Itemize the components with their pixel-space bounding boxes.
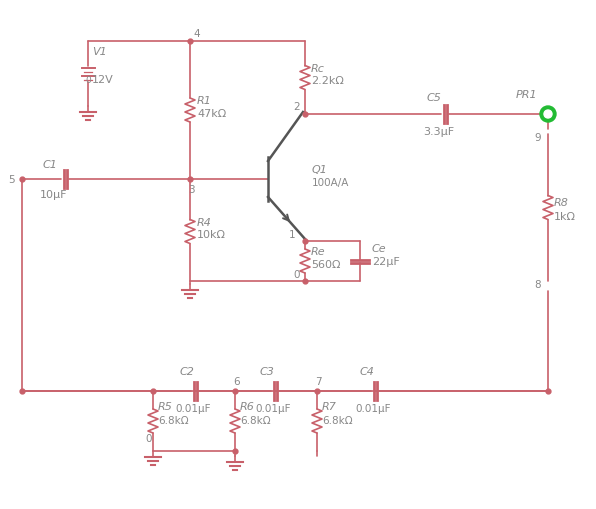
Text: R6: R6 xyxy=(240,401,255,411)
Text: 3.3μF: 3.3μF xyxy=(423,127,454,137)
Text: C1: C1 xyxy=(43,160,58,169)
Text: 1: 1 xyxy=(289,230,296,240)
Circle shape xyxy=(540,107,556,123)
Text: Re: Re xyxy=(311,246,325,257)
Text: 9: 9 xyxy=(534,133,541,143)
Text: 1kΩ: 1kΩ xyxy=(554,211,576,221)
Text: 0.01μF: 0.01μF xyxy=(175,403,210,413)
Text: 100A/A: 100A/A xyxy=(312,178,349,188)
Text: 6.8kΩ: 6.8kΩ xyxy=(240,415,271,425)
Text: R5: R5 xyxy=(158,401,173,411)
Text: 8: 8 xyxy=(534,279,541,290)
Text: 0: 0 xyxy=(145,433,151,443)
Text: 5: 5 xyxy=(8,175,15,185)
Text: Q1: Q1 xyxy=(312,165,328,175)
Text: R7: R7 xyxy=(322,401,337,411)
Text: 7: 7 xyxy=(315,376,322,386)
Text: 2.2kΩ: 2.2kΩ xyxy=(311,76,344,87)
Text: Rc: Rc xyxy=(311,64,325,73)
Text: PR1: PR1 xyxy=(516,90,538,100)
Text: R4: R4 xyxy=(197,217,212,227)
Text: 3: 3 xyxy=(188,185,195,194)
Text: C4: C4 xyxy=(360,366,375,376)
Text: 0.01μF: 0.01μF xyxy=(355,403,390,413)
Text: 0: 0 xyxy=(85,76,91,85)
Text: C2: C2 xyxy=(180,366,195,376)
Text: 0: 0 xyxy=(293,269,300,279)
Text: 4: 4 xyxy=(193,29,200,39)
Text: Ce: Ce xyxy=(372,243,387,253)
Text: 560Ω: 560Ω xyxy=(311,260,340,269)
Text: 22μF: 22μF xyxy=(372,257,400,267)
Text: 10μF: 10μF xyxy=(40,190,67,200)
Text: R1: R1 xyxy=(197,96,212,106)
Text: 6.8kΩ: 6.8kΩ xyxy=(158,415,188,425)
Text: 47kΩ: 47kΩ xyxy=(197,109,226,119)
Text: C3: C3 xyxy=(260,366,275,376)
Text: 10kΩ: 10kΩ xyxy=(197,230,226,240)
Text: 12V: 12V xyxy=(92,75,114,85)
Text: 6.8kΩ: 6.8kΩ xyxy=(322,415,353,425)
Circle shape xyxy=(544,111,552,119)
Text: R8: R8 xyxy=(554,198,569,208)
Text: V1: V1 xyxy=(92,47,107,57)
Text: 2: 2 xyxy=(293,102,300,112)
Text: 6: 6 xyxy=(233,376,240,386)
Text: 0.01μF: 0.01μF xyxy=(255,403,290,413)
Text: C5: C5 xyxy=(427,93,442,103)
